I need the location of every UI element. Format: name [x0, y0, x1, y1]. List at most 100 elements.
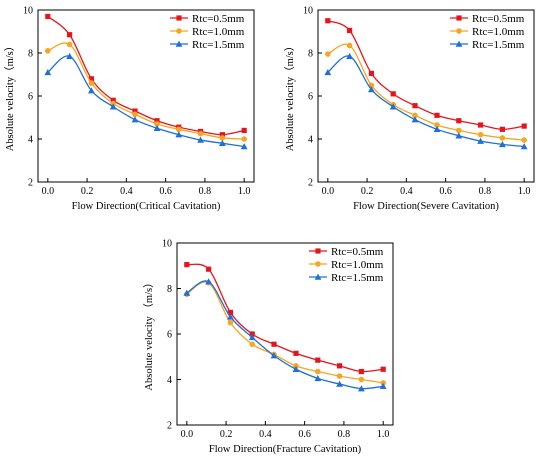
- data-point: [88, 80, 95, 86]
- legend-label: Rtc=1.0mm: [472, 26, 525, 38]
- data-point: [88, 76, 95, 82]
- data-point: [521, 137, 527, 143]
- data-point: [292, 365, 300, 372]
- y-tick-label: 4: [167, 375, 172, 386]
- data-point: [45, 13, 51, 20]
- y-tick-label: 10: [23, 6, 33, 17]
- data-point: [358, 368, 364, 375]
- data-point: [433, 125, 441, 133]
- data-point: [241, 136, 247, 142]
- data-point: [325, 18, 331, 24]
- data-point: [357, 385, 365, 392]
- y-tick-label: 10: [303, 6, 313, 17]
- data-point: [227, 319, 234, 326]
- legend-marker: [456, 15, 462, 21]
- legend-label: Rtc=1.5mm: [192, 39, 245, 51]
- data-point: [153, 124, 161, 131]
- legend-label: Rtc=0.5mm: [331, 246, 384, 258]
- series-line-3: [327, 55, 525, 148]
- series-line-2: [327, 43, 525, 141]
- data-point: [66, 41, 73, 48]
- data-point: [520, 143, 528, 150]
- data-point: [44, 68, 52, 76]
- y-tick-label: 2: [28, 178, 33, 189]
- data-point: [368, 70, 375, 77]
- x-tick-label: 0.6: [159, 186, 172, 197]
- data-point: [456, 118, 462, 124]
- data-point: [346, 42, 353, 49]
- data-point: [346, 52, 354, 59]
- data-point: [499, 126, 505, 132]
- data-point: [110, 97, 116, 103]
- data-point: [132, 111, 138, 118]
- x-tick-label: 0.0: [42, 186, 55, 197]
- data-point: [206, 266, 212, 272]
- data-point: [249, 341, 256, 348]
- data-point: [411, 116, 419, 123]
- data-point: [379, 382, 387, 390]
- legend-marker: [315, 248, 321, 254]
- data-point: [66, 52, 74, 59]
- x-tick-label: 0.0: [181, 429, 194, 440]
- y-tick-label: 2: [308, 178, 313, 189]
- x-axis-title: Flow Direction(Fracture Cavitation): [209, 444, 362, 455]
- series-line-2: [186, 281, 384, 384]
- x-tick-label: 1.0: [518, 186, 531, 197]
- legend-marker: [456, 28, 462, 34]
- data-point: [241, 127, 247, 133]
- legend-marker: [314, 273, 322, 280]
- legend-marker: [315, 261, 321, 267]
- series-line-1: [186, 263, 384, 373]
- series-line-2: [47, 42, 245, 140]
- x-tick-label: 0.4: [120, 186, 133, 197]
- series-line-3: [186, 280, 384, 390]
- data-point: [336, 380, 343, 387]
- x-tick-label: 1.0: [238, 186, 251, 197]
- data-point: [336, 373, 343, 379]
- chart-panel-2: 2 4 6 8 10 0.0 0.2 0.4 0.6 0.8 1.0 Flow Direction(S…: [284, 6, 535, 212]
- y-tick-label: 4: [308, 135, 313, 146]
- data-point: [197, 130, 204, 137]
- y-tick-label: 8: [28, 49, 33, 60]
- chart-panel-1: 2 4 6 8 10 0.0 0.2 0.4 0.6 0.8 1.0 Flow Direction(C…: [4, 6, 255, 212]
- data-point: [131, 116, 139, 123]
- x-axis-title: Flow Direction(Critical Cavitation): [72, 201, 221, 212]
- data-point: [293, 350, 299, 356]
- x-tick-label: 1.0: [377, 429, 390, 440]
- legend-label: Rtc=0.5mm: [472, 13, 525, 25]
- data-point: [434, 112, 440, 118]
- legend-label: Rtc=1.5mm: [331, 272, 384, 284]
- x-tick-label: 0.2: [361, 186, 374, 197]
- data-point: [248, 334, 256, 341]
- series-line-1: [47, 15, 245, 136]
- data-point: [477, 122, 484, 128]
- data-point: [314, 374, 322, 382]
- y-tick-label: 6: [167, 330, 172, 341]
- legend-label: Rtc=1.0mm: [192, 26, 245, 38]
- data-point: [390, 91, 396, 97]
- legend-marker: [455, 40, 463, 47]
- legend-marker: [176, 15, 182, 21]
- data-point: [197, 136, 204, 143]
- data-point: [227, 313, 234, 320]
- y-tick-label: 6: [308, 92, 313, 103]
- x-tick-label: 0.0: [322, 186, 335, 197]
- x-tick-label: 0.2: [220, 429, 233, 440]
- x-tick-label: 0.6: [439, 186, 452, 197]
- data-point: [109, 103, 117, 110]
- data-point: [455, 132, 463, 139]
- data-point: [358, 376, 365, 383]
- data-point: [175, 131, 183, 138]
- data-point: [132, 108, 138, 114]
- y-tick-label: 6: [28, 92, 33, 103]
- x-tick-label: 0.4: [400, 186, 413, 197]
- data-point: [184, 262, 190, 268]
- data-point: [347, 27, 353, 34]
- legend-label: Rtc=1.0mm: [331, 259, 384, 271]
- x-tick-label: 0.2: [81, 186, 94, 197]
- data-point: [183, 289, 191, 296]
- data-point: [205, 278, 213, 285]
- data-point: [412, 103, 418, 109]
